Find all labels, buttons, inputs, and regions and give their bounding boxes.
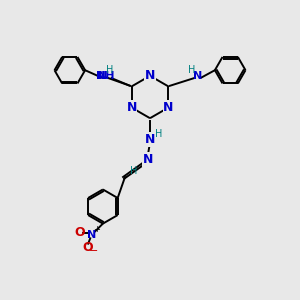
Text: N: N [145, 69, 155, 82]
Text: N: N [127, 101, 137, 114]
Text: NH: NH [96, 71, 114, 81]
Text: O: O [82, 241, 93, 254]
Text: H: H [130, 166, 137, 176]
Text: H: H [154, 129, 162, 139]
Text: H: H [188, 65, 195, 75]
Text: N: N [142, 153, 153, 166]
Text: N: N [87, 230, 96, 240]
Text: N: N [163, 101, 173, 114]
Text: N: N [98, 71, 107, 81]
Text: N: N [145, 133, 155, 146]
Text: +: + [94, 225, 100, 234]
Text: O: O [74, 226, 85, 239]
Text: N: N [193, 71, 202, 81]
Text: H: H [106, 65, 113, 75]
Text: −: − [88, 246, 98, 256]
